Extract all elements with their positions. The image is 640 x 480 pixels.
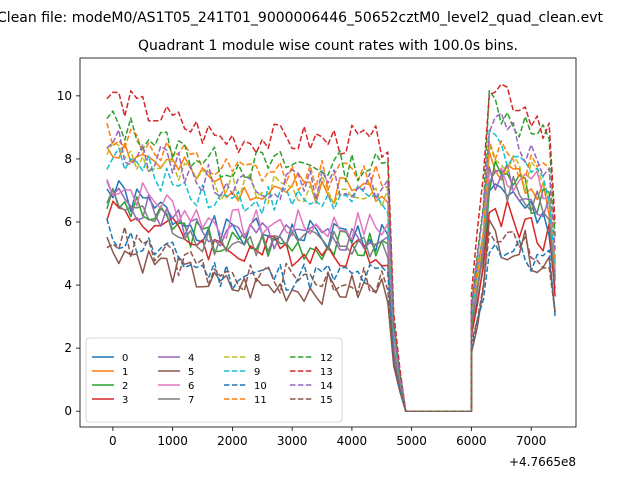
legend-label-6: 6 [188, 381, 194, 392]
x-tick-label: 4000 [337, 434, 368, 448]
x-tick-label: 0 [109, 434, 117, 448]
legend-label-12: 12 [320, 353, 333, 364]
chart-title: Quadrant 1 module wise count rates with … [138, 38, 518, 54]
plot-frame [79, 57, 577, 428]
x-tick-label: 3000 [277, 434, 308, 448]
x-tick-label: 2000 [217, 434, 248, 448]
series-line-5 [106, 219, 556, 412]
legend-label-9: 9 [254, 367, 260, 378]
y-tick-label: 2 [64, 341, 72, 355]
series-line-12 [106, 89, 556, 412]
y-tick-label: 6 [64, 215, 72, 229]
legend-label-3: 3 [122, 395, 128, 406]
legend-label-10: 10 [254, 381, 267, 392]
x-tick-label: 1000 [157, 434, 188, 448]
series-line-11 [106, 122, 556, 412]
series-line-6 [106, 167, 556, 412]
x-axis: 0 1000 2000 3000 4000 5000 6000 7000 [109, 427, 546, 448]
legend-label-14: 14 [320, 381, 333, 392]
legend-box [85, 337, 343, 423]
series-layer [106, 83, 556, 412]
legend-label-2: 2 [122, 381, 128, 392]
figure-suptitle: Clean file: modeM0/AS1T05_241T01_9000006… [0, 10, 603, 26]
series-line-8 [106, 141, 556, 412]
y-tick-label: 0 [64, 404, 72, 418]
series-line-4 [106, 163, 556, 412]
y-tick-label: 10 [57, 89, 72, 103]
x-tick-label: 5000 [396, 434, 427, 448]
series-line-7 [106, 169, 556, 412]
legend-label-11: 11 [254, 395, 267, 406]
legend-label-1: 1 [122, 367, 128, 378]
legend-label-4: 4 [188, 353, 194, 364]
legend-label-15: 15 [320, 395, 333, 406]
x-tick-label: 6000 [456, 434, 487, 448]
legend-label-5: 5 [188, 367, 194, 378]
x-offset-label: +4.7665e8 [509, 455, 576, 469]
series-line-14 [106, 112, 556, 412]
series-line-15 [106, 226, 556, 412]
legend-label-13: 13 [320, 367, 333, 378]
y-tick-label: 4 [64, 278, 72, 292]
legend-label-7: 7 [188, 395, 194, 406]
legend-label-8: 8 [254, 353, 260, 364]
x-tick-label: 7000 [516, 434, 547, 448]
y-axis: 0 2 4 6 8 10 [57, 89, 80, 418]
series-line-10 [106, 218, 556, 412]
series-line-13 [106, 83, 556, 412]
legend-label-0: 0 [122, 353, 128, 364]
y-tick-label: 8 [64, 152, 72, 166]
